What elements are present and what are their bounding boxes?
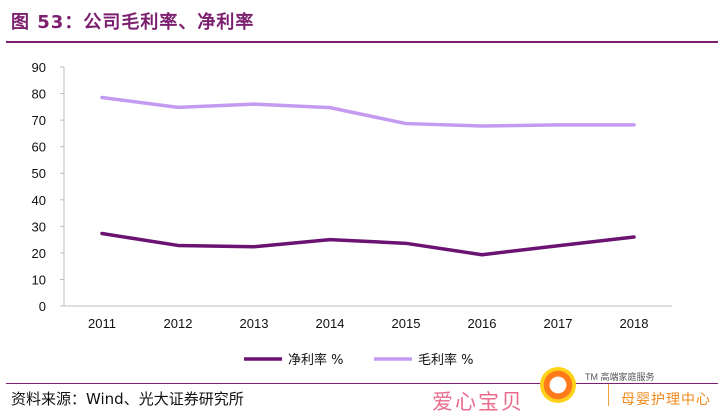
y-tick-labels: 0 10 20 30 40 50 60 70 80 90 xyxy=(32,60,46,314)
y-tick-label: 70 xyxy=(32,113,46,128)
chart-series xyxy=(100,95,636,257)
x-tick-label: 2013 xyxy=(240,316,269,331)
source-rule xyxy=(6,383,718,384)
y-tick-label: 40 xyxy=(32,193,46,208)
y-tick-label: 20 xyxy=(32,246,46,261)
y-tick-label: 90 xyxy=(32,60,46,75)
y-tick-label: 80 xyxy=(32,87,46,102)
chart-legend: 净利率 % 毛利率 % xyxy=(244,352,474,368)
title-rule xyxy=(6,41,718,43)
source-note: 资料来源：Wind、光大证券研究所 xyxy=(11,390,244,408)
x-tick-label: 2014 xyxy=(316,316,345,331)
x-tick-label: 2016 xyxy=(468,316,497,331)
y-tick-label: 60 xyxy=(32,140,46,155)
series-line-1 xyxy=(100,95,636,128)
x-tick-labels: 2011 2012 2013 2014 2015 2016 2017 2018 xyxy=(88,316,648,331)
watermark-subtitle: 母婴护理中心 xyxy=(621,391,711,407)
legend-label: 毛利率 % xyxy=(418,352,474,368)
y-tick-label: 10 xyxy=(32,272,46,287)
x-tick-label: 2018 xyxy=(620,316,649,331)
x-tick-label: 2015 xyxy=(392,316,421,331)
x-tick-label: 2017 xyxy=(544,316,573,331)
y-tick-label: 0 xyxy=(39,299,46,314)
watermark-brand: TM 高端家庭服务 xyxy=(585,372,655,382)
watermark-logo-icon xyxy=(540,367,576,403)
y-tick-label: 50 xyxy=(32,166,46,181)
chart-axes xyxy=(60,66,672,307)
series-line-0 xyxy=(100,231,636,257)
watermark-separator xyxy=(608,384,609,406)
x-tick-label: 2012 xyxy=(164,316,193,331)
x-tick-label: 2011 xyxy=(88,316,116,331)
figure-title: 图 53：公司毛利率、净利率 xyxy=(11,12,255,33)
legend-label: 净利率 % xyxy=(288,352,344,368)
y-tick-label: 30 xyxy=(32,219,46,234)
watermark-text: 爱心宝贝 xyxy=(432,390,524,414)
